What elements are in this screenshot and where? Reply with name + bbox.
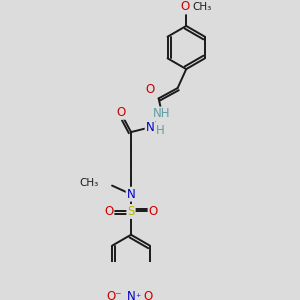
Text: H: H [156,124,165,137]
Text: O: O [116,106,125,119]
Text: O: O [146,83,154,96]
Text: N: N [127,188,135,201]
Text: NH: NH [153,107,171,121]
Text: O⁻: O⁻ [106,290,122,300]
Text: O: O [181,1,190,13]
Text: O: O [104,205,113,218]
Text: S: S [127,205,135,218]
Text: O: O [144,290,153,300]
Text: N: N [127,290,135,300]
Text: ⁺: ⁺ [135,293,141,300]
Text: CH₃: CH₃ [192,2,212,12]
Text: N: N [146,121,154,134]
Text: CH₃: CH₃ [79,178,98,188]
Text: O: O [149,205,158,218]
